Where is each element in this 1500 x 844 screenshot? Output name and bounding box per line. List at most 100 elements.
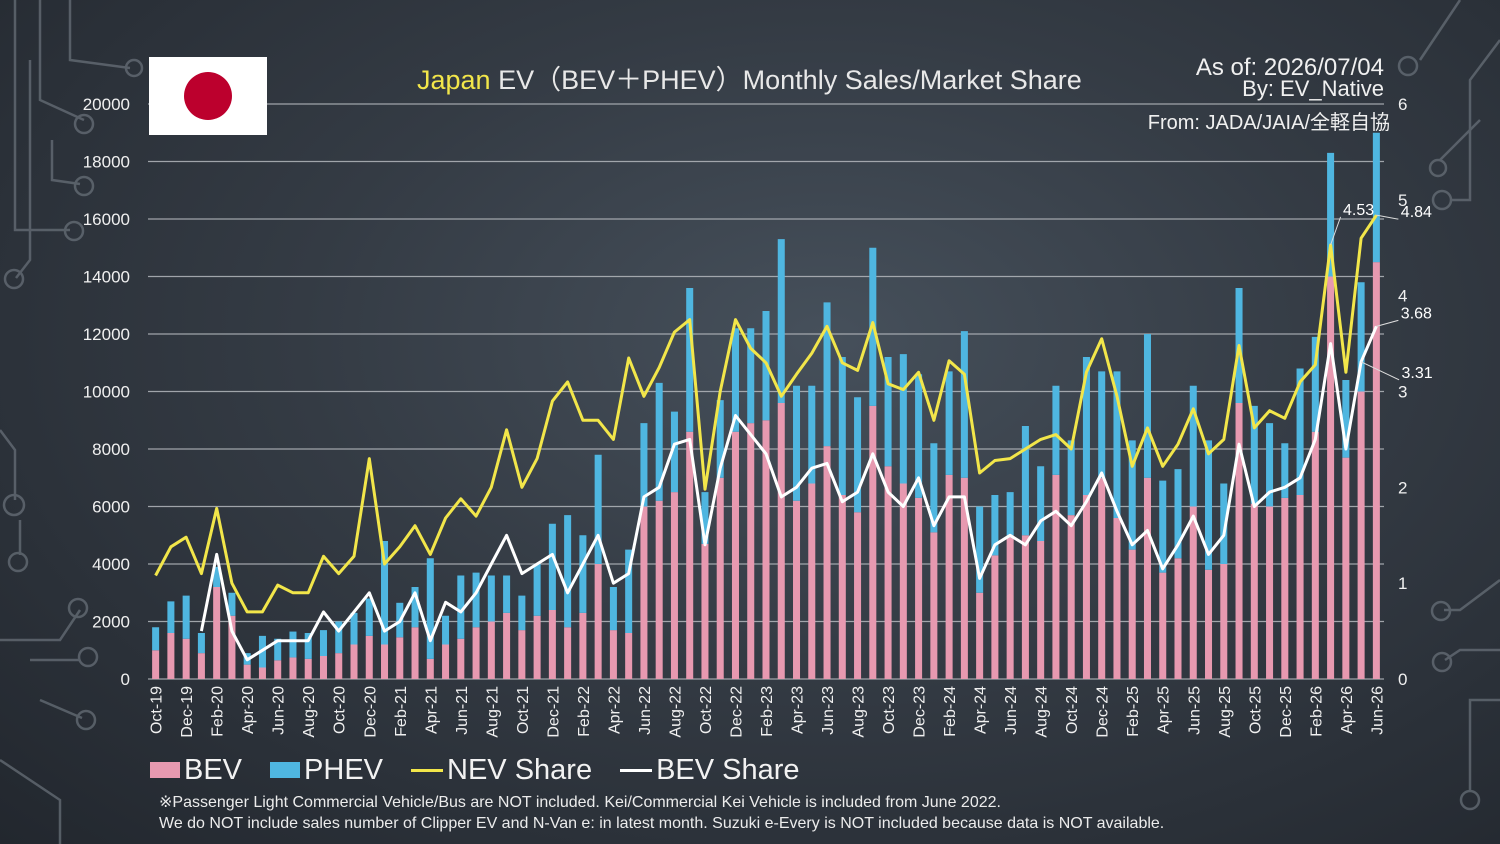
- data-source: From: JADA/JAIA/全軽自協: [1147, 112, 1390, 134]
- bev-bar: [915, 497, 923, 679]
- phev-swatch: [270, 762, 301, 778]
- phev-bar: [1082, 357, 1090, 495]
- phev-bar: [426, 558, 434, 659]
- bev-bar: [854, 512, 862, 679]
- phev-bar: [1006, 492, 1014, 536]
- x-tick-label: Oct-20: [332, 686, 349, 734]
- x-tick-label: Dec-25: [1278, 686, 1295, 738]
- bev-bar: [182, 638, 190, 679]
- x-tick-label: Oct-22: [698, 686, 715, 734]
- x-tick-label: Jun-24: [1003, 686, 1020, 735]
- bev-bar: [1098, 477, 1106, 679]
- x-tick-label: Feb-26: [1308, 686, 1325, 737]
- bev-bar: [609, 630, 617, 679]
- bev-bar: [1372, 262, 1380, 679]
- bev-bar: [1327, 276, 1335, 679]
- bev-bar: [319, 656, 327, 679]
- bev-bar: [930, 532, 938, 679]
- chart-legend: BEV PHEV NEV Share BEV Share: [150, 752, 828, 788]
- y-left-tick-label: 4000: [92, 555, 130, 574]
- chart-title: Japan EV（BEV＋PHEV）Monthly Sales/Market S…: [417, 58, 1082, 97]
- bev-bar: [533, 615, 541, 679]
- x-tick-label: Apr-22: [606, 686, 623, 734]
- bev-share-line: [199, 325, 1378, 662]
- x-tick-label: Feb-20: [210, 686, 227, 737]
- phev-bar: [579, 535, 587, 613]
- bev-bar: [793, 500, 801, 679]
- x-tick-label: Apr-23: [790, 686, 807, 734]
- phev-bar: [503, 575, 511, 613]
- phev-bar: [991, 495, 999, 556]
- x-tick-label: Apr-24: [973, 686, 990, 734]
- phev-bar: [976, 506, 984, 593]
- phev-bar: [1159, 480, 1167, 573]
- phev-bar: [1281, 443, 1289, 498]
- bev-bar: [762, 420, 770, 679]
- bev-bar: [1189, 506, 1197, 679]
- bev-bar: [716, 477, 724, 679]
- bev-bar: [472, 627, 480, 679]
- y-right-tick-label: 0: [1398, 670, 1407, 689]
- bev-bar: [442, 644, 450, 679]
- phev-bar: [1174, 469, 1182, 559]
- phev-bar: [487, 575, 495, 622]
- phev-bar: [960, 331, 968, 478]
- phev-bar: [548, 523, 556, 610]
- bev-bar: [960, 477, 968, 679]
- phev-bar: [518, 595, 526, 631]
- phev-bar: [823, 302, 831, 447]
- x-tick-label: Aug-20: [301, 686, 318, 738]
- annotation-leader: [1376, 214, 1399, 220]
- bev-bar: [991, 555, 999, 679]
- phev-bar: [655, 382, 663, 501]
- phev-bar: [625, 549, 633, 633]
- x-tick-label: Dec-21: [545, 686, 562, 738]
- legend-bevshare-label: BEV Share: [656, 753, 800, 786]
- bev-bar: [381, 644, 389, 679]
- bev-bar: [1311, 431, 1319, 679]
- phev-bar: [670, 411, 678, 493]
- x-tick-label: Oct-23: [881, 686, 898, 734]
- bev-bar: [670, 492, 678, 679]
- data-label: 4.84: [1401, 204, 1432, 221]
- phev-bar: [533, 564, 541, 616]
- bev-bar: [1113, 518, 1121, 679]
- x-tick-label: Jun-23: [820, 686, 837, 735]
- phev-bar: [1311, 336, 1319, 432]
- bev-bar: [548, 610, 556, 679]
- bev-bar: [1250, 503, 1258, 679]
- bev-bar: [487, 621, 495, 679]
- bev-bar: [350, 644, 358, 679]
- bev-bar: [884, 466, 892, 679]
- footnote-1: ※Passenger Light Commercial Vehicle/Bus …: [159, 794, 1001, 811]
- phev-bar: [945, 371, 953, 475]
- y-left-tick-label: 2000: [92, 613, 130, 632]
- y-left-tick-label: 12000: [83, 325, 130, 344]
- bev-bar: [594, 564, 602, 679]
- legend-nev-share: NEV Share: [411, 754, 592, 787]
- bev-bar: [747, 423, 755, 679]
- bev-bar: [1266, 506, 1274, 679]
- phev-bar: [213, 566, 221, 587]
- x-tick-label: Jun-20: [271, 686, 288, 735]
- phev-bar: [731, 328, 739, 432]
- bev-swatch: [150, 762, 180, 778]
- phev-bar: [564, 515, 572, 628]
- bev-bar: [1021, 535, 1029, 679]
- bev-bar: [426, 658, 434, 679]
- data-label: 4.53: [1343, 202, 1374, 219]
- phev-bar: [1021, 426, 1029, 536]
- legend-nev-label: NEV Share: [447, 753, 593, 786]
- y-left-tick-label: 20000: [83, 95, 130, 114]
- phev-bar: [167, 601, 175, 633]
- bev-bar: [258, 667, 266, 679]
- y-right-tick-label: 1: [1398, 574, 1407, 593]
- bev-bar: [1143, 477, 1151, 679]
- phev-bar: [1113, 371, 1121, 518]
- phev-bar: [747, 328, 755, 424]
- phev-bar: [228, 592, 236, 616]
- bev-bar: [976, 592, 984, 679]
- phev-bar: [411, 587, 419, 628]
- phev-bar: [1037, 466, 1045, 541]
- x-tick-label: Apr-21: [423, 686, 440, 734]
